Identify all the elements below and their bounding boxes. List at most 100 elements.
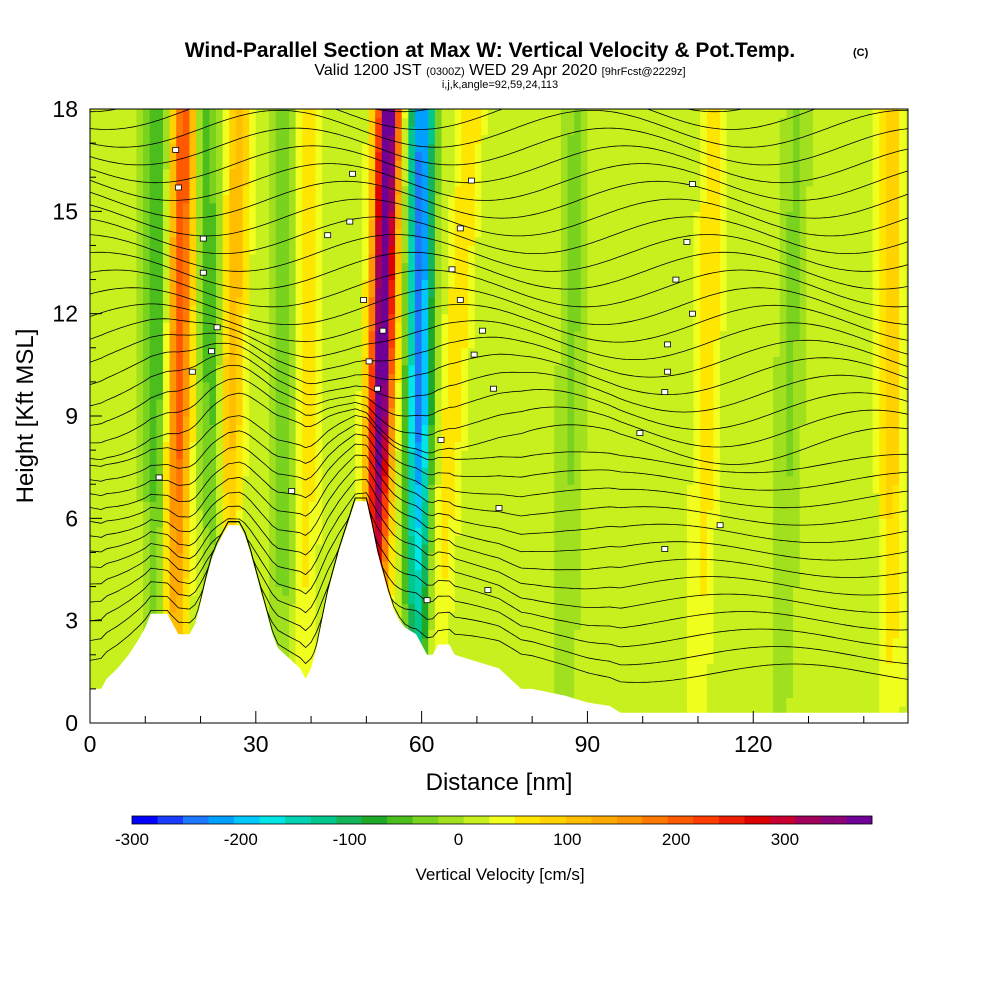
field-cell <box>262 143 270 153</box>
field-cell <box>229 475 237 485</box>
field-cell <box>315 288 323 298</box>
field-cell <box>454 629 463 639</box>
field-cell <box>308 271 317 281</box>
field-cell <box>468 612 476 622</box>
field-cell <box>461 262 469 272</box>
field-cell <box>328 398 336 409</box>
field-cell <box>414 271 423 281</box>
field-cell <box>521 569 529 579</box>
field-cell <box>196 109 204 119</box>
field-cell <box>468 279 476 289</box>
field-cell <box>96 202 104 212</box>
field-cell <box>209 245 217 255</box>
field-cell <box>269 305 277 315</box>
field-cell <box>169 126 177 136</box>
field-cell <box>202 458 210 468</box>
field-cell <box>275 458 283 468</box>
field-cell <box>103 253 111 264</box>
field-cell <box>209 407 217 417</box>
field-cell <box>288 501 297 511</box>
field-cell <box>255 228 264 238</box>
field-cell <box>527 654 535 664</box>
field-cell <box>534 535 542 545</box>
field-cell <box>302 441 310 451</box>
field-cell <box>182 236 191 247</box>
field-cell <box>302 313 310 323</box>
field-cell <box>269 151 277 161</box>
field-cell <box>275 501 283 511</box>
field-cell <box>368 126 376 136</box>
field-cell <box>315 475 323 485</box>
field-cell <box>494 143 502 153</box>
field-cell <box>434 305 443 315</box>
field-cell <box>342 168 350 178</box>
field-cell <box>361 134 370 144</box>
field-cell <box>361 458 370 468</box>
field-cell <box>295 202 303 212</box>
field-cell <box>474 262 482 272</box>
field-cell <box>269 109 277 119</box>
field-cell <box>355 296 363 306</box>
field-cell <box>242 271 250 281</box>
field-cell <box>103 185 111 195</box>
field-cell <box>109 194 118 204</box>
field-cell <box>335 424 343 434</box>
field-cell <box>521 637 529 647</box>
field-cell <box>109 603 118 613</box>
field-cell <box>129 612 138 622</box>
field-cell <box>421 424 429 434</box>
field-cell <box>361 117 370 127</box>
field-cell <box>335 322 343 332</box>
field-cell <box>448 356 456 366</box>
field-cell <box>255 168 264 178</box>
field-cell <box>189 569 197 579</box>
field-cell <box>176 356 184 366</box>
field-cell <box>315 219 323 229</box>
field-cell <box>123 279 131 289</box>
field-cell <box>487 654 496 664</box>
field-cell <box>434 620 443 630</box>
field-cell <box>388 484 396 494</box>
field-cell <box>222 467 230 477</box>
field-cell <box>162 185 171 195</box>
field-cell <box>269 271 277 281</box>
field-cell <box>262 560 270 571</box>
field-cell <box>375 288 383 298</box>
field-cell <box>96 305 104 315</box>
field-cell <box>514 595 522 605</box>
field-cell <box>295 654 303 664</box>
field-cell <box>295 492 303 502</box>
field-cell <box>109 109 118 119</box>
field-cell <box>534 185 542 195</box>
field-cell <box>368 381 376 392</box>
field-cell <box>103 339 111 349</box>
field-cell <box>308 535 317 545</box>
field-cell <box>501 262 509 272</box>
valid-date: WED 29 Apr 2020 <box>469 62 597 79</box>
field-cell <box>189 467 197 477</box>
field-cell <box>328 194 336 204</box>
field-cell <box>514 663 522 673</box>
field-cell <box>441 569 449 579</box>
field-cell <box>169 117 177 127</box>
field-cell <box>428 543 436 554</box>
field-cell <box>388 296 396 306</box>
field-cell <box>414 424 423 434</box>
field-cell <box>249 484 257 494</box>
field-cell <box>262 219 270 229</box>
field-cell <box>474 654 482 664</box>
field-cell <box>202 126 210 136</box>
field-cell <box>521 271 529 281</box>
field-cell <box>541 569 549 579</box>
field-cell <box>368 364 376 374</box>
field-cell <box>494 526 502 536</box>
field-cell <box>242 322 250 332</box>
field-cell <box>295 177 303 187</box>
field-cell <box>196 211 204 221</box>
field-cell <box>149 458 157 468</box>
field-cell <box>262 185 270 195</box>
field-cell <box>335 236 343 247</box>
field-cell <box>395 501 403 511</box>
field-cell <box>541 117 549 127</box>
field-cell <box>288 356 297 366</box>
